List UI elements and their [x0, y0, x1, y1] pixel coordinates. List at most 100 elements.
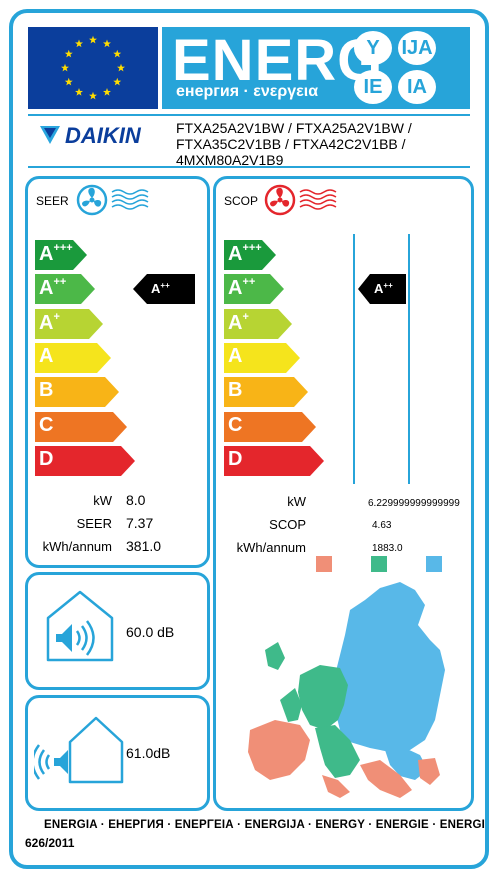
eu-flag [28, 27, 158, 109]
heating-class-arrow: B [224, 377, 308, 408]
eu-star-icon [113, 77, 122, 86]
warm-zone-swatch [316, 556, 332, 572]
cooling-class-letter: C [39, 413, 54, 436]
indoor-unit-house-icon [44, 588, 116, 669]
cold-zone-swatch [426, 556, 442, 572]
heating-class-letter: C [228, 413, 243, 436]
label-frame [9, 9, 489, 869]
heating-rating-letter: A [374, 281, 384, 296]
seer-value-label: SEER [76, 516, 112, 531]
language-bubble-ie: IE [354, 70, 392, 104]
cooling-class-sup: ++ [53, 276, 67, 289]
heating-class-letter: B [228, 379, 243, 402]
eu-star-icon [89, 91, 97, 100]
eu-star-icon [117, 63, 125, 72]
heating-kw-label: kW [287, 494, 306, 509]
model-list: FTXA25A2V1BW / FTXA25A2V1BW / FTXA35C2V1… [176, 120, 476, 168]
heating-class-letter: D [228, 447, 243, 470]
cooling-class-arrow: A+++ [35, 240, 87, 270]
heating-class-arrow: A++ [224, 274, 284, 305]
scop-value: 4.63 [372, 520, 392, 531]
cooling-rating-sup: ++ [160, 281, 170, 290]
eu-star-icon [64, 77, 73, 86]
heating-class-letter: A [228, 277, 243, 300]
language-bubble-ia: IA [398, 70, 436, 104]
cooling-class-letter: B [39, 379, 54, 402]
cooling-fan-icon [76, 184, 156, 221]
heating-kw-value: 6.229999999999999 [368, 498, 460, 509]
energ-subtitle: енергия · ενεργεια [176, 83, 319, 100]
heating-class-letter: A [228, 311, 243, 334]
eu-star-icon [75, 88, 83, 96]
zone-divider-line [353, 234, 355, 484]
indoor-noise-panel [25, 572, 210, 690]
header-divider [28, 114, 470, 116]
cooling-class-arrow: C [35, 411, 127, 442]
cooling-class-letter: A [39, 311, 54, 334]
outdoor-noise-panel [25, 695, 210, 811]
seer-label: SEER [36, 194, 69, 208]
model-line: FTXA35C2V1BB / FTXA42C2V1BB / [176, 136, 406, 152]
energy-banner: ENERG енергия · ενεργεια Y IJA IE IA [162, 27, 470, 109]
outdoor-noise-value: 61.0dB [126, 745, 171, 761]
cooling-panel [25, 176, 210, 568]
average-zone-swatch [371, 556, 387, 572]
seer-value: 7.37 [126, 515, 154, 531]
cooling-class-sup: + [53, 310, 60, 323]
heating-panel [213, 176, 474, 811]
footer-languages: ENERGIA · ЕНЕРГИЯ · ΕΝΕΡΓΕΙΑ · ENERGIJA … [44, 819, 486, 831]
cooling-class-sup: +++ [53, 242, 73, 254]
cooling-kw-label: kW [93, 493, 112, 508]
heating-class-arrow: A+++ [224, 240, 276, 270]
model-line: 4MXM80A2V1B9 [176, 152, 284, 168]
heating-class-letter: A [228, 344, 243, 367]
eu-star-icon [61, 63, 69, 72]
cooling-class-arrow: A [35, 342, 111, 373]
zone-divider-line [408, 234, 410, 484]
cooling-class-letter: A [39, 344, 54, 367]
heating-class-arrow: A [224, 342, 300, 373]
brand-name: DAIKIN [65, 123, 142, 148]
cooling-class-letter: A [39, 243, 54, 265]
heating-class-letter: A [228, 243, 243, 265]
eu-star-icon [113, 49, 122, 58]
eu-star-icon [75, 39, 83, 48]
cooling-class-arrow: B [35, 377, 119, 408]
model-line: FTXA25A2V1BW / FTXA25A2V1BW / [176, 120, 412, 136]
heating-class-sup: ++ [242, 276, 256, 289]
cooling-class-arrow: A++ [35, 274, 95, 305]
cooling-rating-letter: A [151, 281, 161, 296]
europe-climate-map [240, 580, 460, 805]
cooling-kwh-label: kWh/annum [42, 539, 112, 554]
cooling-kwh-value: 381.0 [126, 538, 162, 554]
heating-rating-indicator: A++ [358, 274, 406, 304]
cooling-class-letter: D [39, 447, 54, 470]
eu-star-icon [103, 88, 111, 96]
language-bubble-y: Y [354, 31, 392, 65]
brand-divider [28, 166, 470, 168]
heating-class-arrow: C [224, 411, 316, 442]
heating-fan-icon [264, 184, 344, 221]
eu-star-icon [89, 35, 97, 44]
heating-class-sup: + [242, 310, 249, 323]
daikin-logo: DAIKIN [38, 120, 168, 150]
cooling-class-arrow: A+ [35, 308, 103, 339]
eu-star-icon [64, 49, 73, 58]
eu-star-icon [103, 39, 111, 48]
scop-value-label: SCOP [269, 517, 306, 532]
heating-class-sup: +++ [242, 242, 262, 254]
language-bubble-ija: IJA [398, 31, 436, 65]
cooling-class-arrow: D [35, 445, 135, 476]
heating-kwh-value: 1883.0 [372, 543, 403, 554]
cooling-rating-indicator: A++ [133, 274, 195, 304]
heating-kwh-label: kWh/annum [236, 540, 306, 555]
cooling-class-letter: A [39, 277, 54, 300]
heating-class-arrow: D [224, 445, 324, 476]
heating-class-arrow: A+ [224, 308, 292, 339]
outdoor-unit-house-icon [31, 710, 126, 795]
cooling-kw-value: 8.0 [126, 492, 146, 508]
heating-rating-sup: ++ [383, 281, 393, 290]
regulation-number: 626/2011 [25, 836, 75, 850]
indoor-noise-value: 60.0 dB [126, 624, 175, 640]
scop-label: SCOP [224, 194, 259, 208]
